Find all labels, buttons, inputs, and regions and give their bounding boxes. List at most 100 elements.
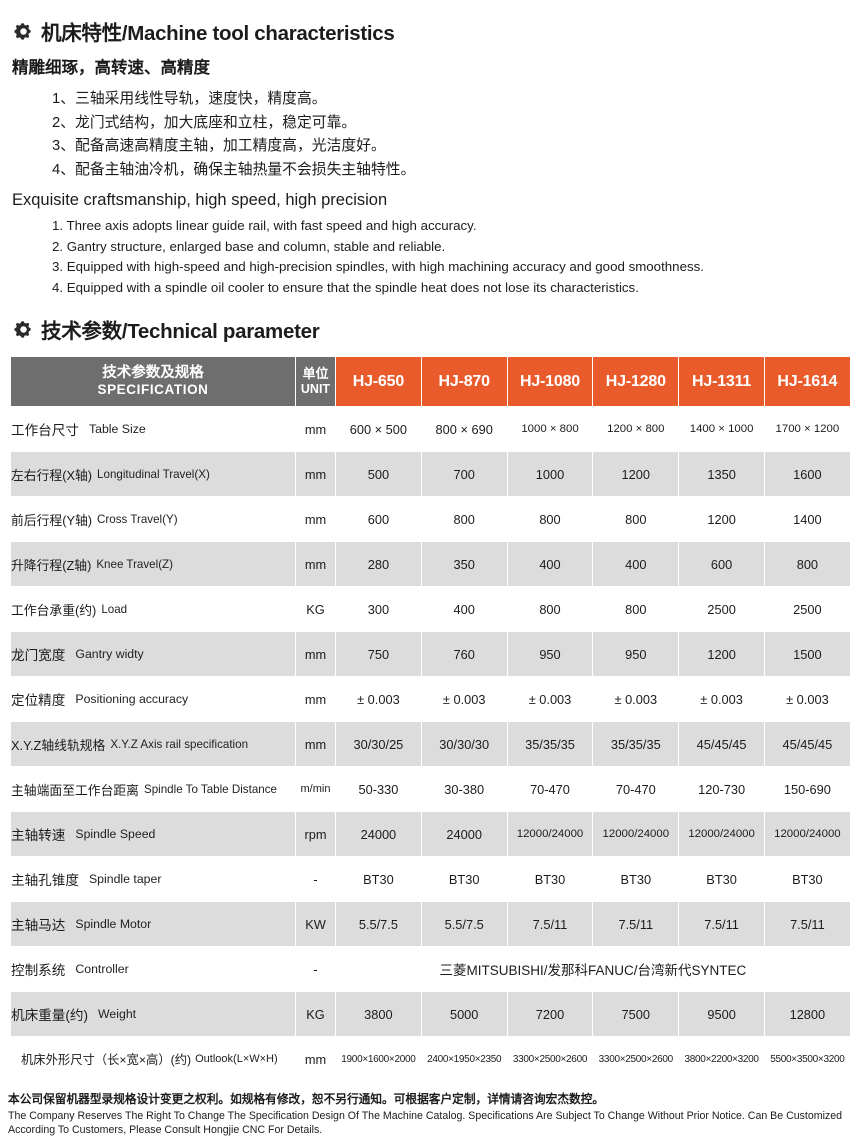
row-value: 30/30/25: [335, 721, 422, 767]
table-row: 主轴端面至工作台距离 Spindle To Table Distance m/min…: [10, 766, 851, 812]
row-unit: mm: [295, 451, 336, 497]
row-value: 800: [420, 496, 508, 542]
list-item: 1. Three axis adopts linear guide rail, …: [52, 218, 477, 233]
row-spec-label: 定位精度 Positioning accuracy: [10, 676, 296, 722]
table-header-row: 技术参数及规格 SPECIFICATION 单位 UNIT HJ-650 HJ-…: [10, 356, 851, 407]
gear-icon: [14, 22, 33, 41]
row-spec-label: 工作台承重(约) Load: [10, 586, 296, 632]
row-label-en: Table Size: [88, 422, 146, 436]
row-value: 150-690: [763, 766, 851, 812]
row-value: BT30: [763, 856, 851, 902]
row-value: 5000: [420, 991, 508, 1037]
row-value: 1500: [763, 631, 851, 677]
row-value: ± 0.003: [592, 676, 680, 722]
row-value: 400: [420, 586, 508, 632]
row-unit: mm: [295, 496, 336, 542]
row-value: ± 0.003: [763, 676, 851, 722]
row-unit: -: [295, 946, 336, 992]
row-value: 800: [592, 496, 680, 542]
row-label-cn: 升降行程(Z轴): [11, 557, 92, 573]
table-row: 主轴孔锥度 Spindle taper - BT30 BT30 BT30 BT30 BT30 B…: [10, 856, 851, 902]
row-value: BT30: [335, 856, 422, 902]
section-header-machine-characteristics: 机床特性/Machine tool characteristics: [0, 0, 860, 46]
row-spec-label: 机床外形尺寸（长×宽×高）(约) Outlook(L×W×H): [10, 1036, 296, 1082]
row-label-cn: 机床外形尺寸（长×宽×高）(约): [21, 1052, 192, 1067]
row-value: 12000/24000: [763, 811, 851, 857]
disclaimer-cn: 本公司保留机器型录规格设计变更之权利。如规格有修改，恕不另行通知。可根据客户定制…: [8, 1093, 605, 1106]
row-value: 12800: [763, 991, 851, 1037]
row-value: 500: [335, 451, 422, 497]
row-value: 7.5/11: [592, 901, 680, 947]
table-row: 机床重量(约) Weight KG 3800 5000 7200 7500 9500 12800: [10, 991, 851, 1037]
list-item: 1、三轴采用线性导轨，速度快，精度高。: [52, 91, 327, 107]
row-unit: mm: [295, 676, 336, 722]
row-value: 1600: [763, 451, 851, 497]
row-label-en: Outlook(L×W×H): [195, 1052, 278, 1065]
row-value: 3800: [335, 991, 422, 1037]
list-item: 2. Gantry structure, enlarged base and c…: [52, 238, 446, 254]
row-spec-label: 机床重量(约) Weight: [10, 991, 296, 1037]
row-value: ± 0.003: [506, 676, 594, 722]
row-value: 70-470: [506, 766, 594, 812]
table-row: 主轴转速 Spindle Speed rpm 24000 24000 12000/2400…: [10, 811, 851, 857]
row-value: 600: [335, 496, 422, 542]
header-unit-en: UNIT: [300, 381, 331, 396]
row-value: 400: [506, 541, 594, 587]
row-value: 7.5/11: [678, 901, 765, 947]
row-value: 950: [592, 631, 680, 677]
row-value: 800: [506, 586, 594, 632]
section-title-machine-characteristics: 机床特性/Machine tool characteristics: [41, 22, 395, 45]
row-value: 5.5/7.5: [335, 901, 422, 947]
row-value: 2500: [678, 586, 765, 632]
row-value: 1400 × 1000: [678, 406, 765, 452]
row-value: 3300×2500×2600: [592, 1036, 680, 1082]
row-spec-label: 前后行程(Y轴) Cross Travel(Y): [10, 496, 296, 542]
table-row: 主轴马达 Spindle Motor KW 5.5/7.5 5.5/7.5 7.5/11 7…: [10, 901, 851, 947]
header-unit-cn: 单位: [302, 365, 329, 381]
row-unit: mm: [295, 541, 336, 587]
row-label-en: Knee Travel(Z): [96, 557, 174, 571]
row-value: 3300×2500×2600: [506, 1036, 594, 1082]
row-value: 300: [335, 586, 422, 632]
table-row: X.Y.Z轴线轨规格 X.Y.Z Axis rail specification m…: [10, 721, 851, 767]
row-value: 1700 × 1200: [763, 406, 851, 452]
table-row: 控制系统 Controller - 三菱MITSUBISHI/发那科FANUC/台湾新…: [10, 946, 851, 992]
row-value: 12000/24000: [592, 811, 680, 857]
list-item: 3. Equipped with high-speed and high-pre…: [52, 259, 704, 274]
gear-icon: [14, 320, 33, 339]
table-header: 技术参数及规格 SPECIFICATION 单位 UNIT HJ-650 HJ-…: [10, 356, 851, 407]
row-value: 70-470: [592, 766, 680, 812]
row-label-en: Gantry widty: [75, 647, 144, 661]
row-label-en: Weight: [98, 1007, 137, 1021]
row-unit: mm: [295, 631, 336, 677]
row-value: 800 × 690: [420, 406, 508, 452]
row-label-en: Spindle To Table Distance: [143, 782, 277, 796]
row-label-en: Controller: [75, 962, 129, 976]
row-label-cn: 控制系统: [11, 963, 66, 978]
row-value: 1200: [592, 451, 680, 497]
list-item: 4. Equipped with a spindle oil cooler to…: [52, 279, 639, 295]
row-label-cn: X.Y.Z轴线轨规格: [11, 737, 106, 753]
spec-table-wrapper: 技术参数及规格 SPECIFICATION 单位 UNIT HJ-650 HJ-…: [10, 356, 851, 1082]
row-spec-label: 工作台尺寸 Table Size: [10, 406, 296, 452]
machine-subtitle-en: Exquisite craftsmanship, high speed, hig…: [12, 191, 388, 209]
row-label-cn: 工作台承重(约): [11, 602, 97, 618]
header-model-hj-1080: HJ-1080: [506, 356, 594, 407]
table-row: 定位精度 Positioning accuracy mm ± 0.003 ± 0.003…: [10, 676, 851, 722]
row-label-en: Spindle Motor: [75, 917, 152, 931]
row-value: 35/35/35: [592, 721, 680, 767]
table-row: 升降行程(Z轴) Knee Travel(Z) mm 280 350 400 400 600 8…: [10, 541, 851, 587]
row-value: 24000: [335, 811, 422, 857]
row-value: 5.5/7.5: [420, 901, 508, 947]
row-value: 350: [420, 541, 508, 587]
header-model-hj-650: HJ-650: [335, 356, 422, 407]
row-value: 7.5/11: [506, 901, 594, 947]
row-unit: rpm: [295, 811, 336, 857]
table-row: 龙门宽度 Gantry widty mm 750 760 950 950 1200 1500: [10, 631, 851, 677]
row-value: 45/45/45: [678, 721, 765, 767]
row-value: 950: [506, 631, 594, 677]
disclaimer-note: 本公司保留机器型录规格设计变更之权利。如规格有修改，恕不另行通知。可根据客户定制…: [8, 1092, 852, 1137]
row-label-en: Cross Travel(Y): [97, 512, 178, 526]
disclaimer-en: The Company Reserves The Right To Change…: [8, 1110, 843, 1136]
specification-table: 技术参数及规格 SPECIFICATION 单位 UNIT HJ-650 HJ-…: [10, 356, 851, 1082]
